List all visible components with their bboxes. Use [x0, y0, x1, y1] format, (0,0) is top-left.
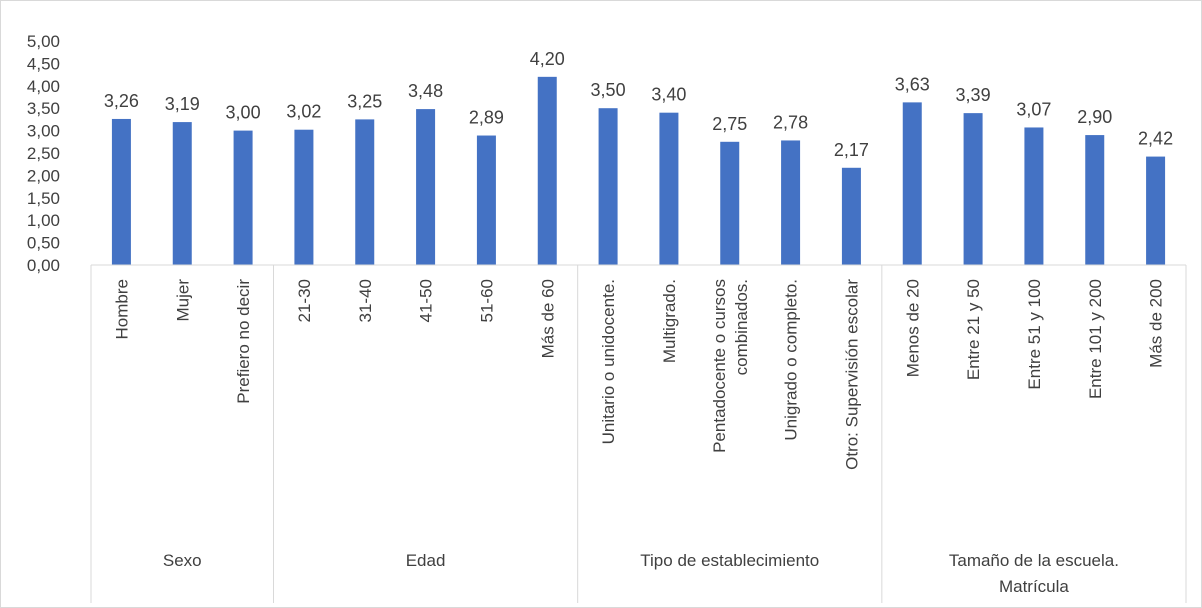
- bar: [1146, 156, 1166, 265]
- bar: [233, 130, 253, 265]
- bar: [172, 122, 192, 265]
- category-label: Prefiero no decir: [234, 279, 253, 404]
- category-label-line: Entre 21 y 50: [964, 279, 983, 380]
- data-label: 3,39: [956, 85, 991, 105]
- group-label: Matrícula: [999, 577, 1069, 596]
- category-label-line: Más de 60: [538, 279, 557, 358]
- bar: [720, 141, 740, 265]
- category-label-line: Menos de 20: [903, 279, 922, 377]
- data-label: 3,50: [591, 80, 626, 100]
- data-label: 3,00: [226, 103, 261, 123]
- category-label: Multigrado.: [660, 279, 679, 363]
- data-label: 2,17: [834, 140, 869, 160]
- data-label: 3,19: [165, 94, 200, 114]
- bar: [294, 129, 314, 265]
- data-label: 2,89: [469, 108, 504, 128]
- category-label-line: 21-30: [295, 279, 314, 322]
- bar: [1024, 127, 1044, 266]
- data-label: 3,02: [286, 102, 321, 122]
- data-label: 2,42: [1138, 129, 1173, 149]
- category-label-line: Pentadocente o cursos: [710, 279, 729, 453]
- category-label-line: Entre 51 y 100: [1025, 279, 1044, 390]
- category-label-line: Otro: Supervisión escolar: [842, 279, 861, 470]
- y-tick-label: 1,50: [27, 189, 60, 208]
- bar: [659, 112, 679, 266]
- group-label: Edad: [406, 551, 446, 570]
- category-label-line: Más de 200: [1147, 279, 1166, 368]
- category-label: Mujer: [173, 279, 192, 322]
- data-label: 3,63: [895, 74, 930, 94]
- category-label: 51-60: [477, 279, 496, 322]
- bar: [902, 102, 922, 265]
- category-label: Otro: Supervisión escolar: [842, 279, 861, 470]
- bar: [355, 119, 375, 266]
- bar: [781, 140, 801, 265]
- bar: [841, 167, 861, 265]
- category-label-line: Unitario o unidocente.: [599, 279, 618, 444]
- data-label: 2,78: [773, 112, 808, 132]
- y-tick-label: 3,50: [27, 99, 60, 118]
- data-label: 3,26: [104, 91, 139, 111]
- category-label: 31-40: [356, 279, 375, 322]
- category-label: 21-30: [295, 279, 314, 322]
- category-label: Unitario o unidocente.: [599, 279, 618, 444]
- bar: [537, 76, 557, 265]
- category-label-line: Multigrado.: [660, 279, 679, 363]
- data-label: 3,07: [1016, 99, 1051, 119]
- category-label-line: combinados.: [732, 279, 751, 375]
- y-tick-label: 2,00: [27, 166, 60, 185]
- category-label-line: Mujer: [173, 279, 192, 322]
- category-axis: Hombre Mujer Prefiero no decir 21-30 31-40 41…: [90, 264, 1187, 603]
- category-label-line: 51-60: [477, 279, 496, 322]
- data-label: 2,75: [712, 114, 747, 134]
- category-label-line: Unigrado o completo.: [782, 279, 801, 441]
- category-label: Menos de 20: [903, 279, 922, 377]
- data-label: 3,40: [651, 85, 686, 105]
- y-tick-label: 4,00: [27, 77, 60, 96]
- category-label: Unigrado o completo.: [782, 279, 801, 441]
- y-tick-label: 0,50: [27, 234, 60, 253]
- category-label: 41-50: [417, 279, 436, 322]
- data-label: 2,90: [1077, 107, 1112, 127]
- bar: [598, 108, 618, 265]
- bar: [476, 135, 496, 265]
- y-tick-label: 5,00: [27, 32, 60, 51]
- bar: [416, 109, 436, 265]
- category-label: Entre 21 y 50: [964, 279, 983, 380]
- category-label-line: 31-40: [356, 279, 375, 322]
- group-label: Tamaño de la escuela.: [949, 551, 1119, 570]
- y-tick-label: 2,50: [27, 144, 60, 163]
- data-label: 4,20: [530, 49, 565, 69]
- category-label-line: 41-50: [417, 279, 436, 322]
- bars-layer: [111, 76, 1166, 266]
- group-label: Sexo: [163, 551, 202, 570]
- y-tick-label: 3,00: [27, 122, 60, 141]
- y-tick-label: 1,00: [27, 211, 60, 230]
- y-tick-label: 4,50: [27, 54, 60, 73]
- category-label-line: Prefiero no decir: [234, 279, 253, 404]
- category-label: Más de 60: [538, 279, 557, 358]
- y-axis: 0,00 0,50 1,00 1,50 2,00 2,50 3,00 3,50 4,00 4,50…: [27, 32, 60, 275]
- category-label: Hombre: [112, 279, 131, 339]
- category-label: Entre 51 y 100: [1025, 279, 1044, 390]
- bar: [963, 113, 983, 266]
- group-label: Tipo de establecimiento: [640, 551, 819, 570]
- category-label: Más de 200: [1147, 279, 1166, 368]
- bar: [1085, 135, 1105, 265]
- data-label: 3,48: [408, 81, 443, 101]
- category-label: Pentadocente o cursos combinados.: [710, 279, 751, 453]
- category-label-line: Entre 101 y 200: [1086, 279, 1105, 399]
- category-label: Entre 101 y 200: [1086, 279, 1105, 399]
- data-label: 3,25: [347, 91, 382, 111]
- data-labels-layer: 3,26 3,19 3,00 3,02 3,25 3,48 2,89 4,20 3,50 3,40…: [104, 49, 1173, 160]
- y-tick-label: 0,00: [27, 256, 60, 275]
- category-label-line: Hombre: [112, 279, 131, 339]
- bar: [111, 118, 131, 266]
